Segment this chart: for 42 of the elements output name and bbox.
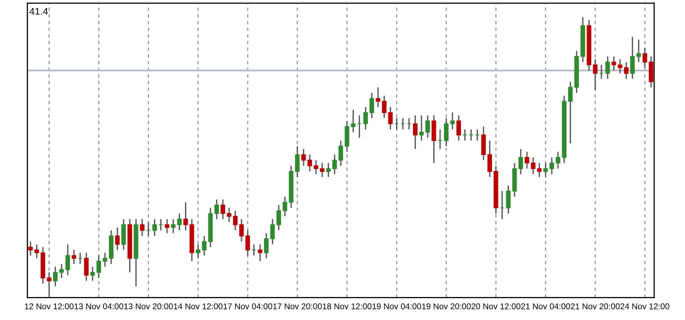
candlestick (326, 162, 331, 178)
candlestick (220, 198, 226, 220)
candlestick (425, 114, 430, 138)
candlestick (152, 218, 157, 237)
candlestick (72, 249, 76, 265)
candlestick (46, 272, 52, 298)
candlestick (140, 218, 144, 237)
candlestick (432, 114, 436, 164)
x-tick-label: 21 Nov 20:00 (570, 303, 620, 310)
x-tick-label: 14 Nov 12:00 (174, 303, 223, 310)
candlestick (648, 56, 654, 88)
x-tick-label: 18 Nov 12:00 (322, 303, 372, 310)
candlestick (108, 230, 114, 265)
candlestick (506, 184, 511, 214)
candlestick (419, 114, 424, 142)
x-tick-label: 13 Nov 20:00 (124, 303, 173, 310)
x-tick-label: 24 Nov 12:00 (620, 303, 670, 310)
candlestick (605, 56, 610, 80)
x-tick-label: 17 Nov 04:00 (224, 303, 272, 310)
candlestick (642, 47, 648, 68)
text: 41.4 (30, 8, 48, 15)
candlestick (612, 56, 616, 72)
candlestick (636, 39, 641, 63)
x-tick-label: 17 Nov 20:00 (273, 303, 322, 310)
x-tick-label: 13 Nov 04:00 (74, 303, 124, 310)
x-tick-label: 20 Nov 12:00 (472, 303, 520, 310)
candlestick (121, 218, 126, 251)
candlestick (412, 114, 418, 150)
candlestick (53, 266, 58, 288)
candlestick (456, 114, 461, 142)
x-tick-label: 21 Nov 04:00 (521, 303, 570, 310)
candlestick (320, 162, 324, 178)
candlestick (630, 36, 635, 80)
candlestick (258, 244, 262, 262)
x-tick-label: 12 Nov 12:00 (24, 303, 74, 310)
candlestick (84, 252, 89, 282)
candlestick (164, 218, 170, 234)
candlestick (214, 198, 219, 220)
candlestick (524, 151, 530, 170)
candlestick (115, 226, 120, 251)
x-tick-label: 19 Nov 20:00 (422, 303, 471, 310)
x-tick-label: 19 Nov 04:00 (372, 303, 422, 310)
